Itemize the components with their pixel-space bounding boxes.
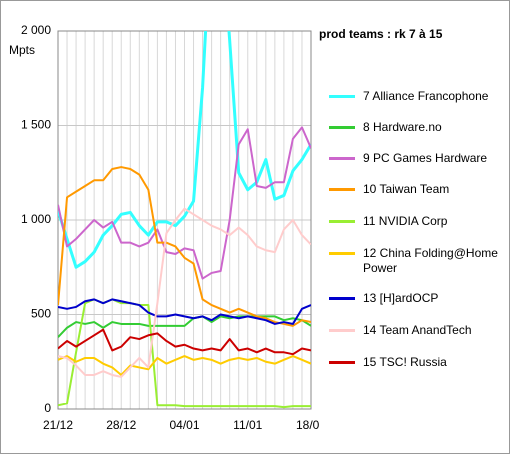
legend-label: 12 China Folding@Home Power — [363, 246, 498, 275]
series-line — [58, 328, 311, 356]
legend-label: 8 Hardware.no — [363, 120, 442, 134]
legend-label: 10 Taiwan Team — [363, 182, 450, 196]
legend-entry: 9 PC Games Hardware — [319, 151, 504, 166]
legend-label: 13 [H]ardOCP — [363, 291, 439, 305]
series-line — [58, 298, 311, 325]
series-group — [58, 31, 311, 409]
chart-title: prod teams : rk 7 à 15 — [319, 27, 443, 41]
x-tick-label: 21/12 — [43, 418, 73, 432]
legend-swatch — [329, 95, 355, 98]
legend-swatch — [329, 297, 355, 300]
legend-entry: 13 [H]ardOCP — [319, 291, 504, 306]
legend-label: 11 NVIDIA Corp — [363, 214, 448, 228]
series-line — [58, 355, 311, 376]
legend-label: 9 PC Games Hardware — [363, 151, 488, 165]
legend-swatch — [329, 252, 355, 255]
y-tick-label: 2 000 — [21, 23, 51, 37]
series-line — [58, 207, 311, 378]
legend-entry: 11 NVIDIA Corp — [319, 214, 504, 229]
y-tick-label: 500 — [31, 307, 51, 321]
x-tick-label: 04/01 — [169, 418, 199, 432]
legend-label: 7 Alliance Francophone — [363, 89, 489, 103]
chart: Mpts 21/12 28/12 04/01 11/01 18/01 0 500 1 000 1… — [9, 23, 326, 432]
legend-label: 15 TSC! Russia — [363, 355, 447, 369]
legend-swatch — [329, 329, 355, 332]
series-line — [58, 31, 311, 269]
legend-swatch — [329, 361, 355, 364]
y-tick-label: 1 500 — [21, 118, 51, 132]
x-tick-label: 28/12 — [106, 418, 136, 432]
legend-label: 14 Team AnandTech — [363, 323, 472, 337]
legend-entry: 8 Hardware.no — [319, 120, 504, 135]
legend-entry: 7 Alliance Francophone — [319, 89, 504, 104]
y-tick-label: 0 — [44, 401, 51, 415]
legend-swatch — [329, 126, 355, 129]
legend-entry: 10 Taiwan Team — [319, 182, 504, 197]
x-tick-label: 18/01 — [296, 418, 319, 432]
y-axis-label: Mpts — [9, 43, 35, 57]
x-tick-label: 11/01 — [233, 418, 262, 432]
series-line — [58, 315, 311, 338]
legend-entry: 12 China Folding@Home Power — [319, 246, 504, 276]
legend-swatch — [329, 157, 355, 160]
legend-entry: 14 Team AnandTech — [319, 323, 504, 338]
series-line — [58, 166, 311, 327]
legend-swatch — [329, 220, 355, 223]
plot-area — [57, 30, 312, 410]
legend-swatch — [329, 188, 355, 191]
series-line — [58, 126, 311, 280]
y-tick-label: 1 000 — [21, 212, 51, 226]
legend-entry: 15 TSC! Russia — [319, 355, 504, 370]
